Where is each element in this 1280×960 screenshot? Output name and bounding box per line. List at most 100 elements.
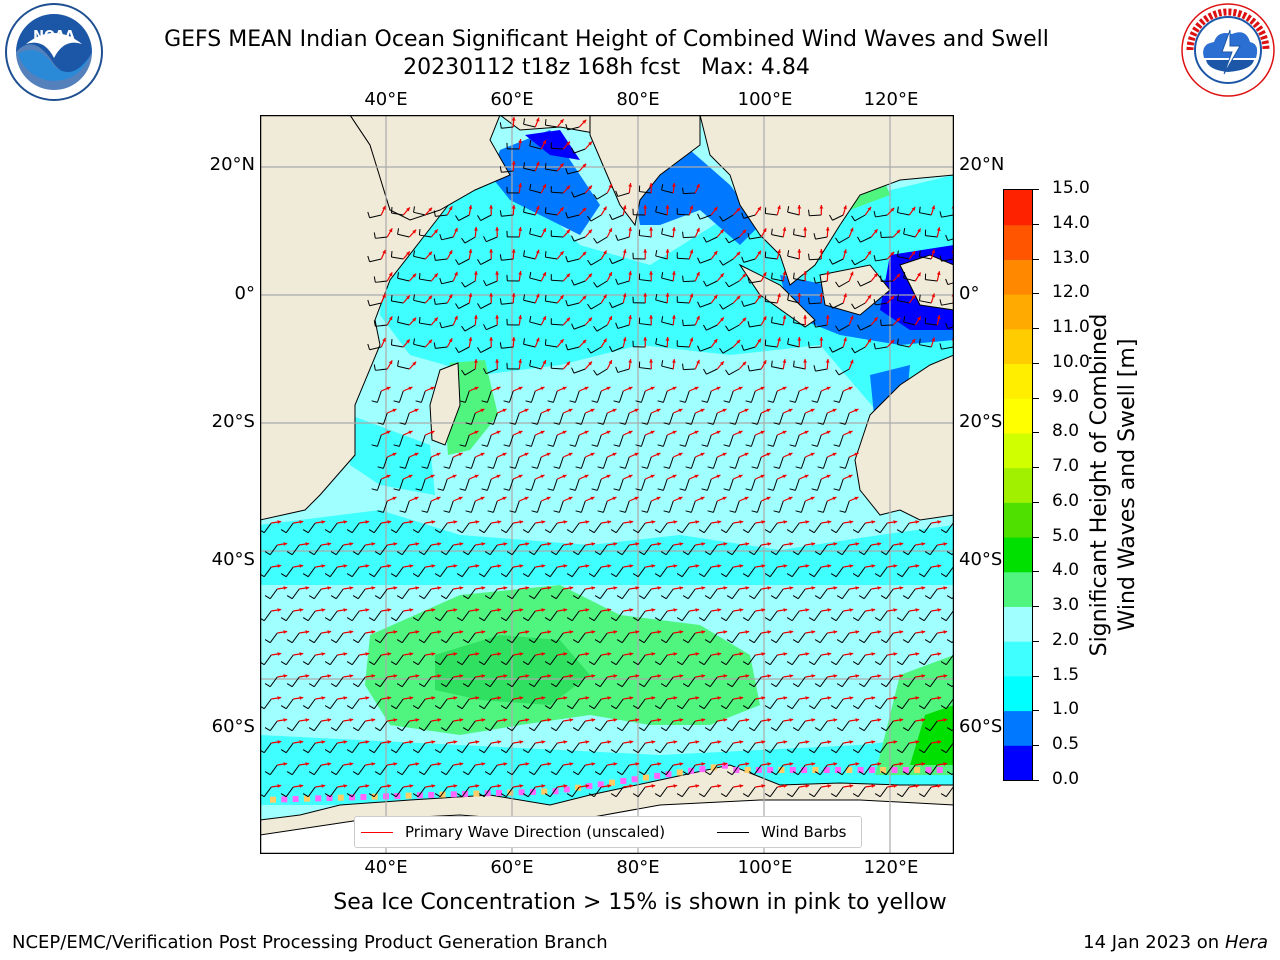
wind-barb [659,698,668,709]
wave-direction-arrowhead [588,185,592,190]
colorbar-tick-label: 3.0 [1052,595,1080,616]
wind-barb [945,522,954,533]
wave-direction-arrowhead [428,339,433,344]
wind-barb-feather [324,529,331,534]
wind-barb [263,566,272,577]
wind-barb [552,390,558,403]
wave-direction-arrowhead [867,338,872,343]
wind-barb-feather [565,212,569,219]
wave-direction-arrowhead [805,652,810,656]
wave-direction-arrowhead [782,386,787,391]
wave-direction-arrowhead [673,740,678,744]
wave-direction-arrowhead [893,520,898,524]
wind-barb [401,632,410,643]
wind-barb-feather [544,529,551,534]
wind-barb [854,214,866,222]
wind-barb [929,764,938,775]
wind-barb-feather [588,749,595,754]
wave-direction-arrowhead [745,718,750,722]
wind-barb-feather [544,163,547,170]
sea-ice-cell [710,764,717,771]
wind-barb-feather [565,168,569,175]
wave-direction-arrowhead [777,249,781,254]
wind-barb-feather [729,510,736,513]
wind-barb-feather [897,206,899,213]
wave-direction-arrowhead [871,520,876,524]
wind-barb-feather [572,683,579,688]
wind-barb-feather [565,256,569,263]
wind-barb [903,233,916,238]
wind-barb-feather [682,727,689,732]
wind-barb [593,610,602,621]
sea-ice-note: Sea Ice Concentration > 15% is shown in … [333,890,947,915]
wave-direction-arrowhead [628,315,633,319]
wave-direction-arrowhead [453,696,458,700]
wave-direction-arrowhead [672,315,676,319]
wave-direction-arrowhead [695,520,700,524]
wave-direction-arrowhead [393,542,398,546]
wind-barb-feather [390,338,393,346]
wind-barb-feather [940,617,947,622]
wind-barb [307,698,316,709]
wind-barb [797,632,806,643]
wave-direction-arrowhead [430,430,435,435]
wave-direction-arrowhead [525,674,530,678]
wind-barb [571,566,580,577]
wind-barb-feather [748,551,755,556]
wind-barb [728,368,740,376]
wind-barb-feather [390,793,397,798]
wind-barb-feather [286,639,293,644]
wave-direction-arrowhead [540,430,545,435]
wind-barb [901,698,910,709]
wind-barb-feather [550,551,557,556]
wind-barb [263,698,272,709]
wave-direction-arrowhead [458,496,463,501]
wave-direction-arrowhead [371,630,376,634]
wind-barb-feather [619,422,626,425]
wave-direction-arrowhead [519,564,524,568]
wind-barb-feather [945,234,949,241]
wind-barb-feather [324,705,331,710]
sea-ice-cell [767,767,774,773]
wind-barb [793,278,806,282]
wind-barb [775,764,784,775]
wave-direction-arrowhead [848,430,853,435]
wind-barb [640,434,646,447]
colorbar-tick [1033,780,1039,781]
wind-barb [464,280,476,288]
wind-barb [351,610,360,621]
wind-barb [335,676,344,687]
wind-barb-feather [829,214,833,221]
wave-direction-arrowhead [849,520,854,524]
top-lon-tick-label: 80°E [616,89,660,110]
wave-direction-arrowhead [628,271,633,275]
wind-barb-feather [421,510,428,513]
wind-barb-feather [873,210,876,218]
wave-direction-arrowhead [745,674,750,678]
wave-direction-arrowhead [867,250,872,255]
wind-barb-feather [704,639,711,644]
wind-barb [661,189,674,194]
wind-barb [567,170,580,175]
wave-direction-arrowhead [371,718,376,722]
wind-barb [835,742,844,753]
colorbar-title-line2: Wind Waves and Swell [m] [1115,338,1140,632]
colorbar-tick [1033,223,1039,225]
wind-barb [404,456,410,469]
sea-ice-cell [575,784,582,791]
wind-barb-feather [591,444,598,447]
wave-direction-arrowhead [582,207,587,212]
wind-barb-feather [509,510,516,513]
wind-barb [552,478,558,491]
wave-direction-arrowhead [343,740,348,744]
wave-direction-arrowhead [825,227,830,231]
wind-barb-feather [660,595,667,600]
wind-barb-feather [465,422,472,425]
wind-barb-feather [619,510,626,513]
colorbar-tick [1033,536,1039,538]
wave-direction-arrowhead [511,249,516,253]
wind-barb [945,786,954,797]
wind-barb [901,654,910,665]
wind-barb [813,654,822,665]
wind-barb [618,478,624,491]
